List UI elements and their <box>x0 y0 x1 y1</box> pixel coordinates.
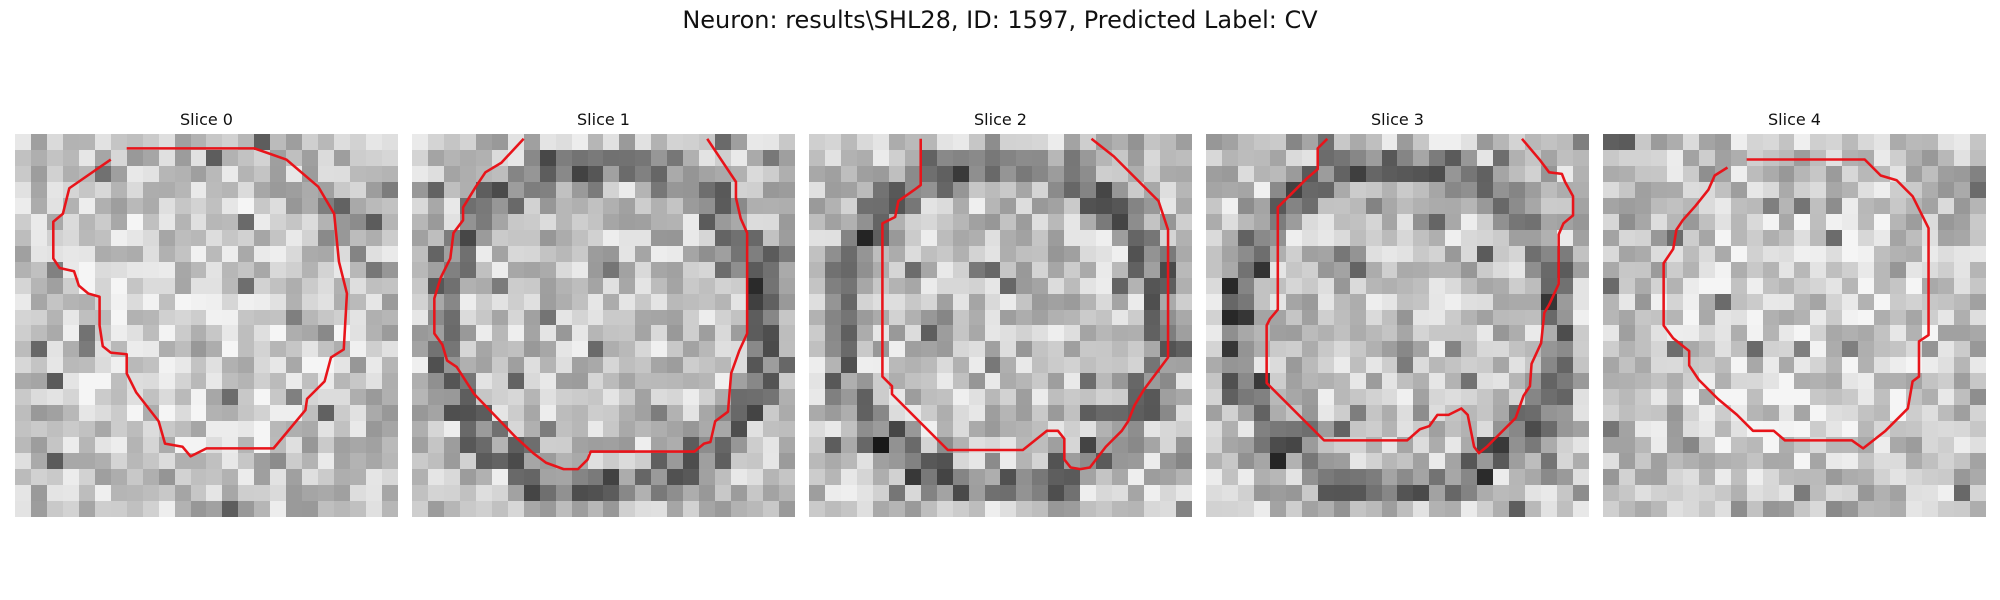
slice-title: Slice 2 <box>974 110 1027 129</box>
slice-image <box>412 134 795 517</box>
slice-title: Slice 4 <box>1768 110 1821 129</box>
slice-panel-0: Slice 0 <box>15 108 398 517</box>
slice-title: Slice 3 <box>1371 110 1424 129</box>
slice-image <box>1206 134 1589 517</box>
figure-title: Neuron: results\SHL28, ID: 1597, Predict… <box>682 6 1318 34</box>
slice-title: Slice 1 <box>577 110 630 129</box>
slice-panel-4: Slice 4 <box>1603 108 1986 517</box>
slice-image <box>15 134 398 517</box>
slice-image <box>1603 134 1986 517</box>
slice-panel-2: Slice 2 <box>809 108 1192 517</box>
slice-title: Slice 0 <box>180 110 233 129</box>
slice-image <box>809 134 1192 517</box>
slice-panel-1: Slice 1 <box>412 108 795 517</box>
slice-panel-3: Slice 3 <box>1206 108 1589 517</box>
